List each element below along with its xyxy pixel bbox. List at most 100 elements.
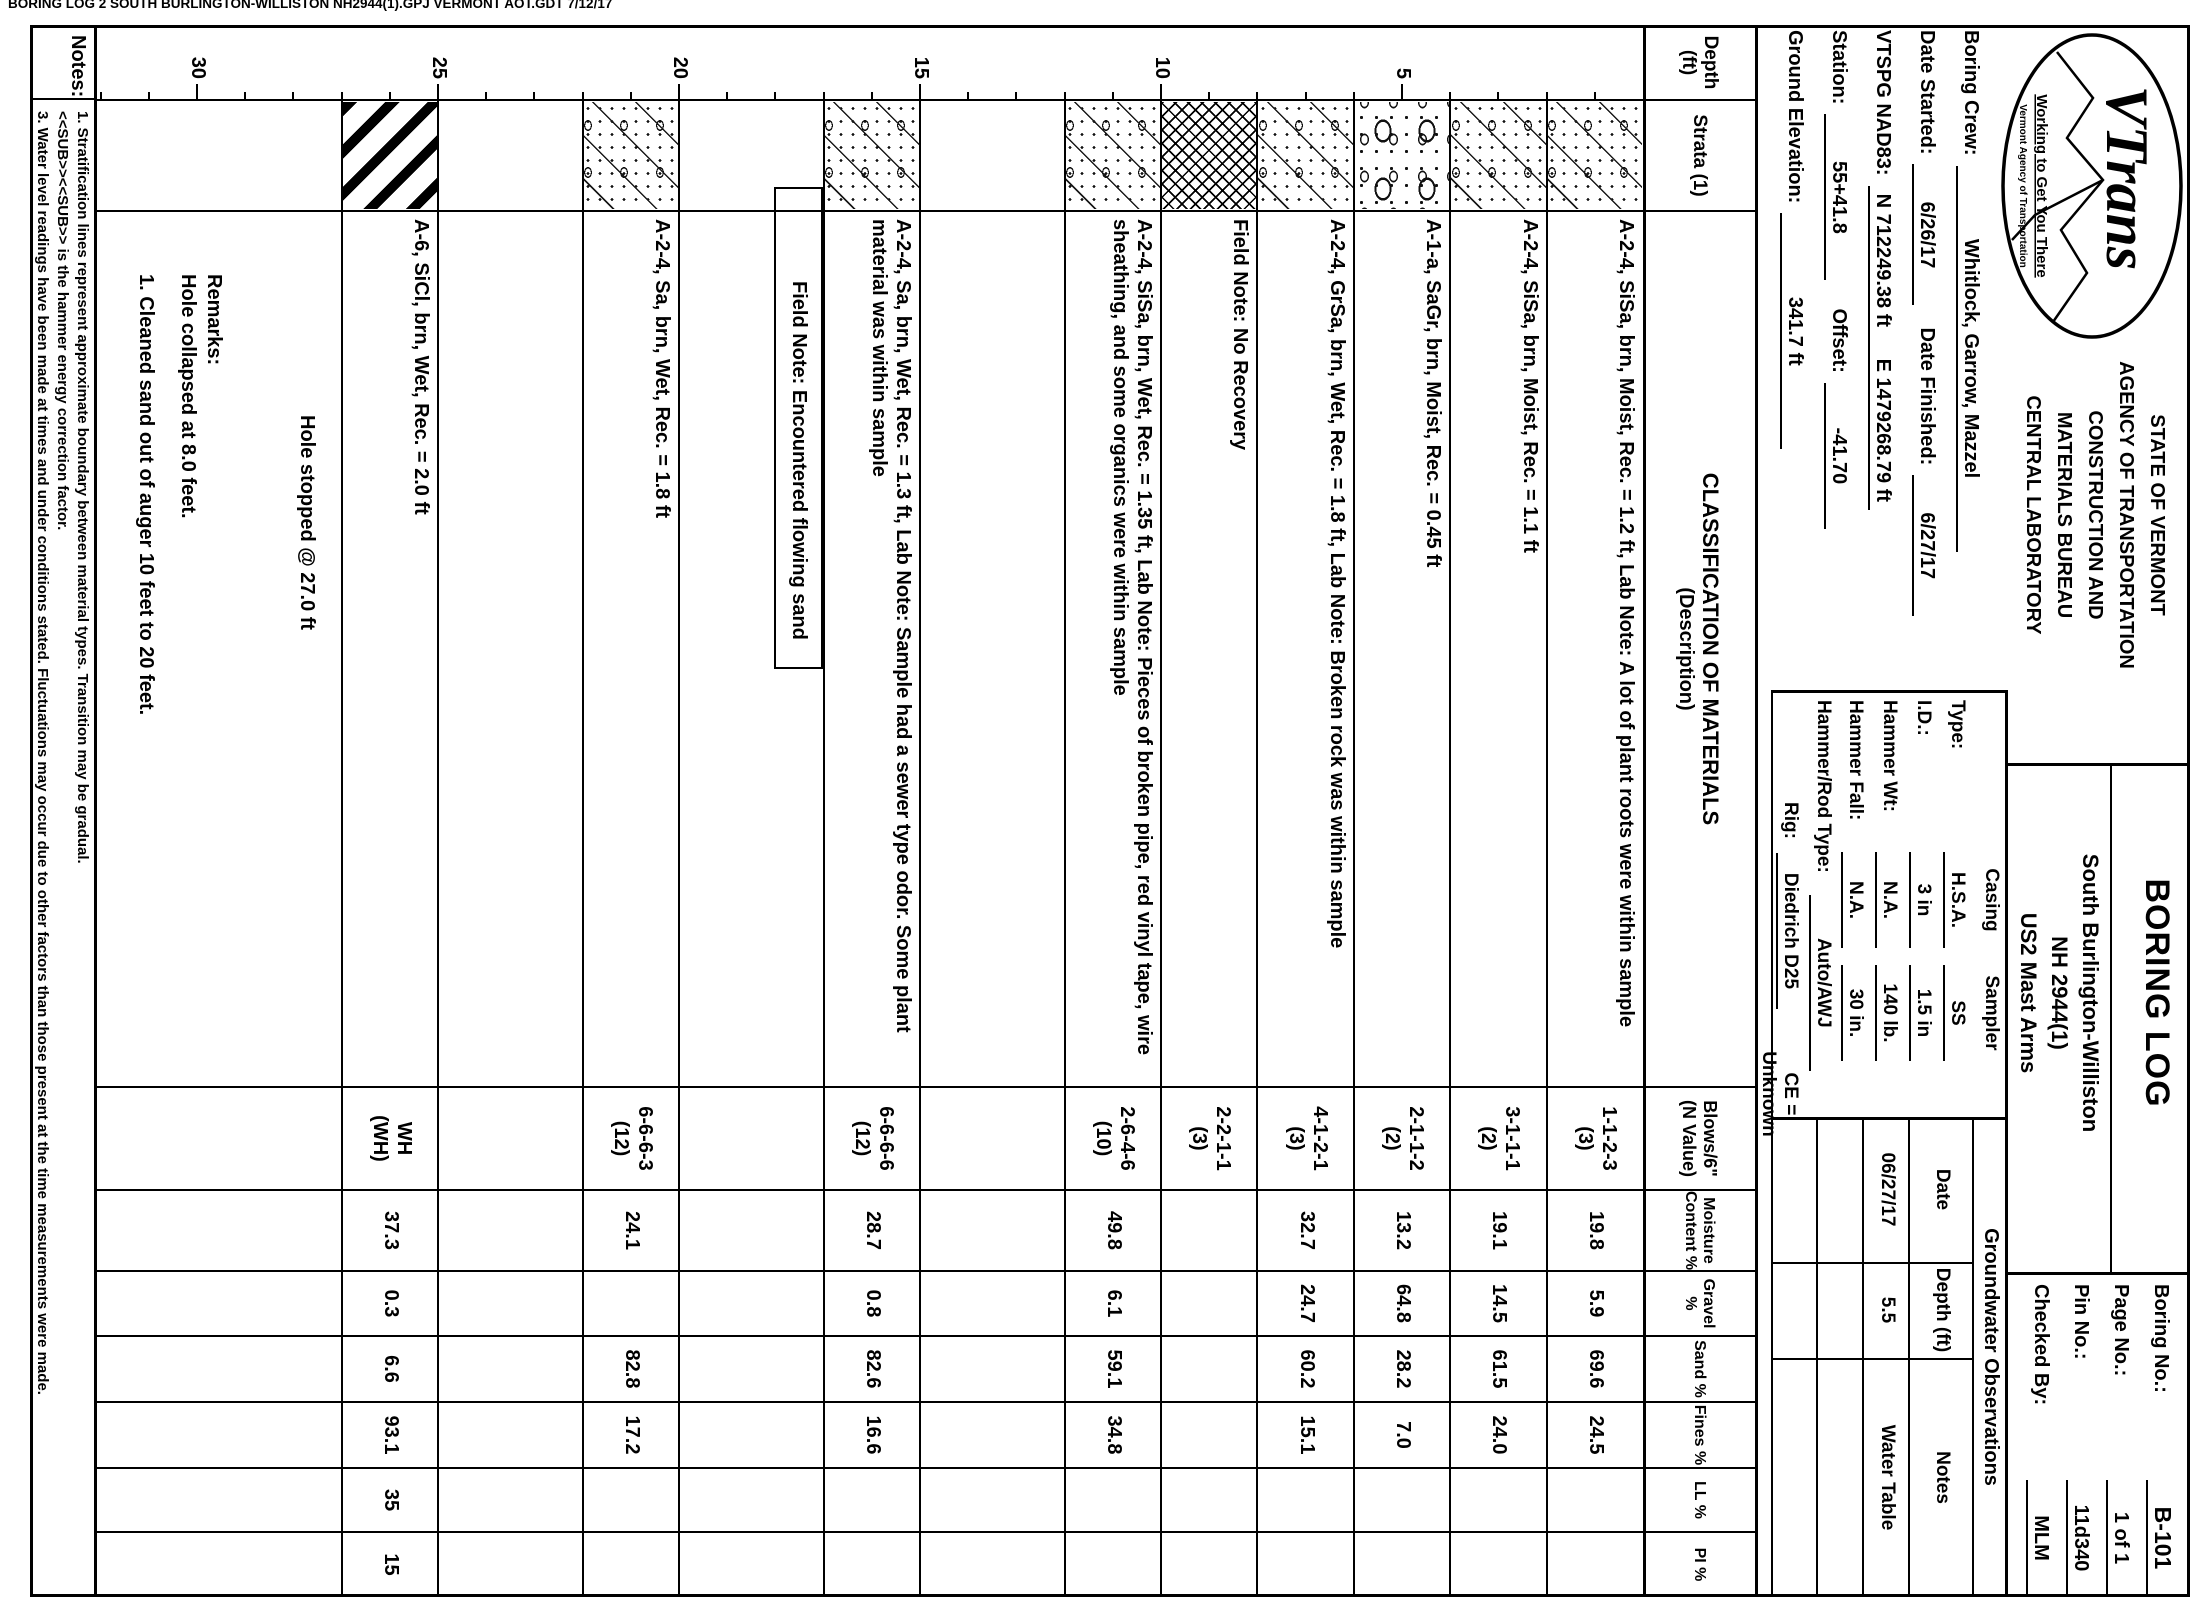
- sample-description: A-1-a, SaGr, brn, Moist, Rec. = 0.45 ft: [1422, 219, 1445, 568]
- gw-date-value: 06/27/17: [1877, 1152, 1898, 1227]
- sample-gravel-value: 5.9: [1584, 1289, 1607, 1318]
- col-header-blows: Blows/6" (N Value): [1643, 1087, 1755, 1190]
- sample-sand-value: 59.1: [1102, 1349, 1125, 1389]
- layer-boundary-line: [919, 100, 921, 1597]
- n-value: (2): [1477, 1126, 1500, 1151]
- depth-tick: [99, 92, 102, 100]
- sample-blows: 6-6-6-6 (12): [850, 1087, 898, 1190]
- sample-sand-value: 28.2: [1392, 1349, 1414, 1389]
- sample-description: A-2-4, Sa, brn, Wet, Rec. = 1.8 ft: [651, 219, 673, 519]
- depth-axis-label: 30: [187, 56, 209, 79]
- col-header-depth: Depth (ft): [1643, 25, 1755, 100]
- layer-boundary-line: [678, 100, 680, 1597]
- note-item: 1. Stratification lines represent approx…: [74, 111, 91, 864]
- sample-description: A-2-4, GrSa, brn, Wet, Rec. = 1.8 ft, La…: [1325, 219, 1348, 949]
- depth-tick: [629, 92, 632, 100]
- agency-block: STATE OF VERMONT AGENCY OF TRANSPORTATIO…: [2017, 330, 2172, 700]
- strata-pattern-sand: [1547, 102, 1642, 209]
- sample-blows: 6-6-6-3 (12): [609, 1087, 657, 1190]
- blows-header-sub: (N Value): [1679, 1099, 1699, 1178]
- remarks-line: Hole collapsed at 8.0 feet.: [177, 274, 199, 519]
- id-block: Boring No.: B-101 Page No.: 1 of 1 Pin N…: [2008, 1272, 2190, 1597]
- note-item: <<SUB>><<SUB>> is the hammer energy corr…: [54, 111, 71, 531]
- sample-sand-value: 69.6: [1584, 1349, 1607, 1389]
- checked-by-value: MLM: [2026, 1480, 2052, 1596]
- depth-tick: [1063, 92, 1066, 100]
- equipment-row-hammer-wt: Hammer Wt: N.A. 140 lb.: [1875, 690, 1900, 1117]
- strata-pattern-sand: [1451, 102, 1546, 209]
- gw-col-notes: Notes: [1932, 1451, 1953, 1504]
- log-table-top-border: [1755, 25, 1758, 1597]
- pin-no-row: Pin No.: 11d340: [2066, 1272, 2092, 1596]
- gw-col-depth: Depth (ft): [1932, 1267, 1953, 1353]
- log-header-bottom-border: [1643, 25, 1646, 1597]
- gint-file-header: BORING LOG 2 SOUTH BURLINGTON-WILLISTON …: [8, 0, 613, 11]
- agency-line: STATE OF VERMONT: [2146, 414, 2168, 616]
- sample-description: A-6, SiCl, brn, Wet, Rec. = 2.0 ft: [410, 219, 432, 515]
- blows-value: 6-6-6-6: [874, 1106, 897, 1171]
- depth-tick: [1593, 92, 1596, 100]
- title-block: BORING LOG South Burlington-Williston NH…: [2008, 763, 2190, 1272]
- layer-boundary-line: [1256, 100, 1259, 1597]
- sample-gravel-value: 0.3: [379, 1289, 402, 1318]
- boring-no-row: Boring No.: B-101: [2146, 1272, 2176, 1596]
- notes-label: Notes:: [30, 25, 95, 100]
- n-value: (3): [1284, 1126, 1307, 1151]
- equipment-header-row: Casing Sampler: [1980, 690, 2002, 1117]
- strata-pattern-sand: [824, 102, 919, 209]
- form-title: BORING LOG: [2138, 878, 2176, 1108]
- sample-moisture-value: 13.2: [1392, 1211, 1414, 1250]
- blows-value: 4-1-2-1: [1308, 1106, 1331, 1171]
- sample-moisture-value: 32.7: [1295, 1211, 1318, 1250]
- flowing-sand-callout-text: Field Note: Encountered flowing sand: [788, 281, 810, 640]
- sample-fines-value: 15.1: [1295, 1415, 1318, 1455]
- sample-fines-value: 7.0: [1392, 1421, 1414, 1449]
- rig-label: Rig:: [1780, 802, 1801, 839]
- depth-tick: [244, 92, 247, 100]
- ground-elevation-value: 341.7 ft: [1780, 213, 1806, 450]
- layer-boundary-line: [1449, 100, 1452, 1597]
- depth-header-label: Depth: [1700, 35, 1721, 90]
- sample-gravel-value: 0.8: [861, 1289, 884, 1318]
- pin-no-label: Pin No.:: [2070, 1284, 2092, 1360]
- n-value: (WH): [368, 1115, 391, 1162]
- depth-tick: [1256, 92, 1259, 100]
- blows-value: WH: [392, 1121, 415, 1156]
- depth-tick: [196, 84, 198, 100]
- station-value: 55+41.8: [1824, 114, 1850, 281]
- sample-moisture-value: 49.8: [1102, 1211, 1125, 1250]
- strata-pattern-sand: [583, 102, 678, 209]
- col-header-fines: Fines %: [1643, 1402, 1755, 1468]
- sample-ll-value: 35: [379, 1488, 402, 1512]
- depth-tick: [485, 92, 488, 100]
- n-value: (10): [1091, 1120, 1114, 1157]
- equipment-row-type: Type: H.S.A. SS: [1943, 690, 1968, 1117]
- hole-stopped-note: Hole stopped @ 27.0 ft: [296, 415, 318, 631]
- idblock-left-border: [2008, 1272, 2190, 1275]
- hammer-wt-label: Hammer Wt:: [1879, 700, 1900, 812]
- sampler-header: Sampler: [1981, 975, 2002, 1051]
- sample-sand-value: 6.6: [379, 1355, 402, 1383]
- sample-description: A-2-4, SiSa, brn, Moist, Rec. = 1.1 ft: [1518, 219, 1541, 553]
- strata-pattern-clay: [342, 102, 437, 209]
- n-value: (2): [1381, 1126, 1403, 1151]
- hammer-rod-label: Hammer/Rod Type:: [1813, 700, 1834, 873]
- agency-line: CONSTRUCTION AND: [2084, 410, 2106, 620]
- depth-header-units: (ft): [1678, 49, 1699, 76]
- remarks-block: Remarks: Hole collapsed at 8.0 feet. 1. …: [133, 274, 227, 715]
- titlebox-left-border: [2008, 763, 2190, 766]
- agency-line: MATERIALS BUREAU: [2053, 411, 2075, 619]
- casing-hammer-fall: N.A.: [1841, 852, 1866, 948]
- n-value: (12): [609, 1120, 632, 1157]
- sample-fines-value: 93.1: [379, 1415, 402, 1455]
- sample-fines-value: 17.2: [620, 1415, 643, 1455]
- layer-boundary-line: [1352, 100, 1355, 1597]
- gw-notes-value: Water Table: [1877, 1424, 1898, 1531]
- titlebox-divider: [2110, 763, 2112, 1272]
- remarks-line: 1. Cleaned sand out of auger 10 feet to …: [135, 274, 157, 716]
- id-label: I.D.:: [1913, 700, 1934, 736]
- moisture-header-label: Moisture Content %: [1682, 1190, 1717, 1271]
- depth-tick: [726, 92, 729, 100]
- equipment-bottom-border: [1771, 690, 1773, 1597]
- layer-boundary-line: [340, 100, 343, 1597]
